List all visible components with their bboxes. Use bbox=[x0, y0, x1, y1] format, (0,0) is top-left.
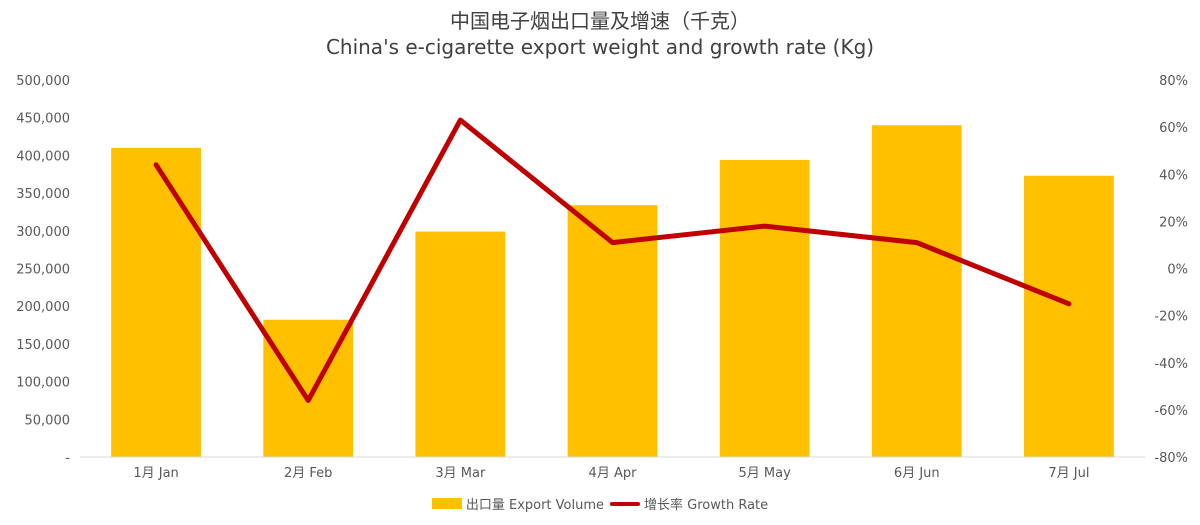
y-right-tick-label: 40% bbox=[1159, 168, 1188, 183]
y-left-tick-label: 400,000 bbox=[16, 149, 70, 164]
y-left-tick-label: - bbox=[65, 451, 70, 466]
y-right-tick-label: -60% bbox=[1154, 404, 1188, 419]
x-tick-label: 7月 Jul bbox=[1048, 466, 1089, 481]
legend-label-export-volume: 出口量 Export Volume bbox=[465, 498, 605, 513]
growth-rate-point bbox=[612, 242, 613, 244]
y-left-tick-label: 300,000 bbox=[16, 225, 70, 240]
y-right-tick-label: 20% bbox=[1159, 215, 1188, 230]
x-tick-label: 2月 Feb bbox=[284, 466, 332, 481]
y-left-tick-label: 250,000 bbox=[16, 263, 70, 278]
y-right-tick-label: -80% bbox=[1154, 451, 1188, 466]
y-left-tick-label: 200,000 bbox=[16, 300, 70, 315]
y-right-tick-label: 80% bbox=[1159, 74, 1188, 89]
legend-item-growth-rate: 增长率 Growth Rate bbox=[610, 494, 768, 513]
bar bbox=[1024, 175, 1114, 457]
growth-rate-point bbox=[916, 242, 918, 244]
bar bbox=[415, 231, 506, 457]
growth-rate-point bbox=[764, 225, 766, 227]
growth-rate-point bbox=[307, 399, 309, 401]
growth-rate-point bbox=[1068, 303, 1070, 305]
y-right-tick-label: -40% bbox=[1154, 357, 1188, 372]
x-tick-label: 3月 Mar bbox=[435, 466, 486, 481]
y-left-tick-label: 50,000 bbox=[25, 413, 71, 428]
x-tick-label: 4月 Apr bbox=[589, 466, 638, 481]
y-left-tick-label: 350,000 bbox=[16, 187, 70, 202]
legend-item-export-volume: 出口量 Export Volume bbox=[431, 494, 605, 513]
y-left-tick-label: 450,000 bbox=[16, 112, 70, 127]
legend-swatch-line bbox=[610, 501, 641, 506]
y-right-tick-label: -20% bbox=[1154, 310, 1188, 325]
chart-title-block: 中国电子烟出口量及增速（千克） China's e-cigarette expo… bbox=[0, 8, 1200, 60]
y-right-tick-label: 60% bbox=[1159, 121, 1188, 136]
chart-subtitle: China's e-cigarette export weight and gr… bbox=[325, 35, 875, 59]
bar bbox=[567, 205, 658, 457]
legend-swatch-bar bbox=[431, 498, 462, 509]
x-tick-label: 5月 May bbox=[739, 466, 792, 481]
legend-label-growth-rate: 增长率 Growth Rate bbox=[644, 498, 769, 513]
growth-rate-point bbox=[155, 164, 157, 166]
chart-title: 中国电子烟出口量及增速（千克） bbox=[450, 9, 750, 33]
y-left-tick-label: 150,000 bbox=[16, 338, 70, 353]
bar bbox=[719, 159, 810, 457]
y-left-tick-label: 100,000 bbox=[16, 376, 70, 391]
y-right-tick-label: 0% bbox=[1167, 263, 1188, 278]
legend: 出口量 Export Volume 增长率 Growth Rate bbox=[0, 494, 1200, 513]
x-tick-label: 6月 Jun bbox=[894, 466, 940, 481]
y-left-tick-label: 500,000 bbox=[16, 74, 70, 89]
x-tick-label: 1月 Jan bbox=[133, 466, 178, 481]
bar bbox=[111, 147, 201, 458]
growth-rate-point bbox=[459, 119, 461, 121]
bar bbox=[871, 125, 962, 458]
